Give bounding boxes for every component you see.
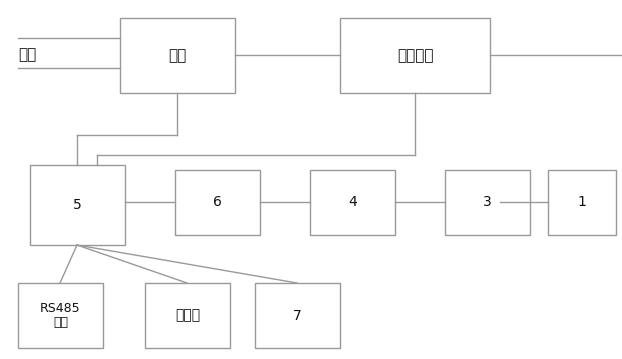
Bar [18, 283, 103, 348]
Text: 显示器: 显示器 [175, 308, 200, 322]
Bar [30, 165, 125, 245]
Bar [175, 170, 260, 235]
Text: 市电: 市电 [18, 47, 36, 62]
Bar [310, 170, 395, 235]
Text: 6: 6 [213, 196, 222, 210]
Text: RS485
接口: RS485 接口 [40, 302, 81, 330]
Text: 3: 3 [483, 196, 492, 210]
Text: 1: 1 [578, 196, 587, 210]
Bar [340, 18, 490, 93]
Bar [445, 170, 530, 235]
Bar [120, 18, 235, 93]
Text: 高频电源: 高频电源 [397, 48, 434, 63]
Bar [548, 170, 616, 235]
Text: 4: 4 [348, 196, 357, 210]
Text: 7: 7 [293, 308, 302, 322]
Text: 5: 5 [73, 198, 82, 212]
Bar [145, 283, 230, 348]
Text: 电源: 电源 [169, 48, 187, 63]
Bar [255, 283, 340, 348]
